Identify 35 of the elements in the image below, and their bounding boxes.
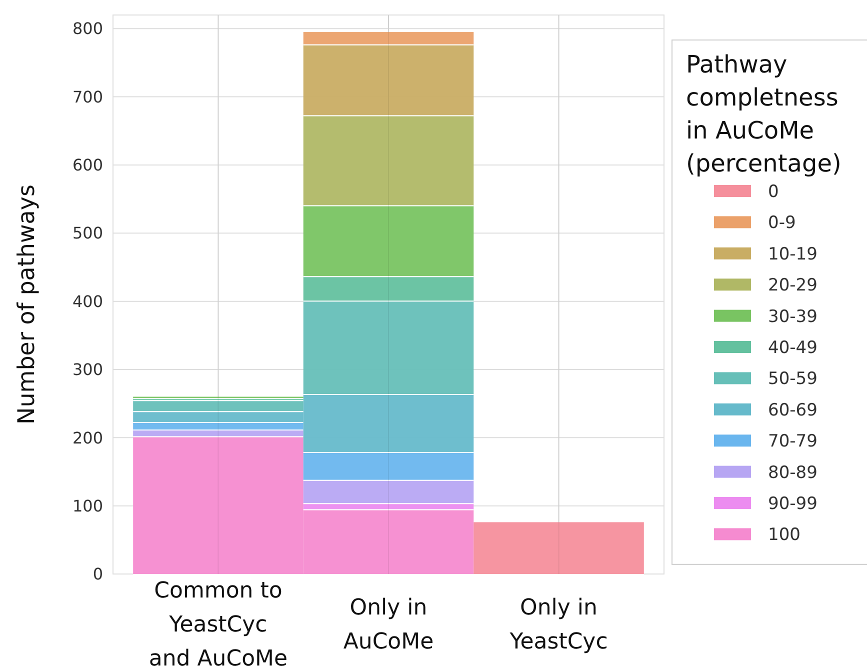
y-tick-label: 800 xyxy=(72,19,103,38)
bar xyxy=(303,480,474,504)
bar xyxy=(303,300,474,394)
legend-label: 10-19 xyxy=(768,244,818,264)
x-tick-label: Only in YeastCyc xyxy=(508,596,608,655)
y-tick-label: 500 xyxy=(72,224,103,243)
y-tick-label: 100 xyxy=(72,496,103,516)
y-tick-label: 600 xyxy=(72,156,103,175)
legend-label: 30-39 xyxy=(768,306,818,327)
bar xyxy=(303,44,474,116)
legend-label: 0-9 xyxy=(768,213,796,234)
legend-label: 90-99 xyxy=(768,494,818,514)
y-tick-label: 400 xyxy=(72,292,103,311)
legend-label: 20-29 xyxy=(768,276,818,296)
x-tick-label: Common to YeastCyc and AuCoMe xyxy=(148,578,288,671)
legend-title: Pathway completness in AuCoMe (percentage) xyxy=(686,50,842,178)
x-tick-label: Only in AuCoMe xyxy=(343,596,434,655)
bar xyxy=(303,276,474,301)
y-tick-label: 0 xyxy=(92,564,103,584)
legend-label: 80-89 xyxy=(768,462,818,483)
bar xyxy=(303,452,474,480)
legend-label: 100 xyxy=(768,525,800,546)
y-tick-label: 200 xyxy=(72,428,103,448)
bar xyxy=(303,205,474,276)
y-axis-title: Number of pathways xyxy=(14,184,40,424)
legend-label: 70-79 xyxy=(768,432,818,452)
y-tick-label: 300 xyxy=(72,360,103,380)
legend-label: 0 xyxy=(768,182,779,202)
y-tick-label: 700 xyxy=(72,87,103,106)
bar xyxy=(303,115,474,206)
bar xyxy=(303,32,474,44)
legend-label: 40-49 xyxy=(768,338,818,358)
legend-label: 50-59 xyxy=(768,369,818,390)
legend-label: 60-69 xyxy=(768,400,818,420)
bar xyxy=(133,400,304,412)
